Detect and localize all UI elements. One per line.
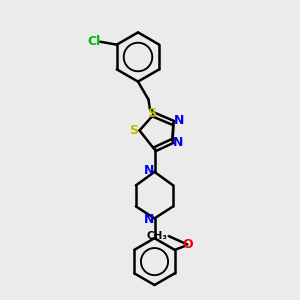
Text: S: S bbox=[147, 106, 156, 120]
Text: N: N bbox=[144, 164, 154, 177]
Text: CH₃: CH₃ bbox=[147, 231, 168, 241]
Text: N: N bbox=[173, 136, 183, 149]
Text: N: N bbox=[174, 114, 184, 127]
Text: N: N bbox=[144, 213, 154, 226]
Text: S: S bbox=[130, 124, 139, 137]
Text: Cl: Cl bbox=[87, 35, 100, 48]
Text: O: O bbox=[182, 238, 193, 251]
